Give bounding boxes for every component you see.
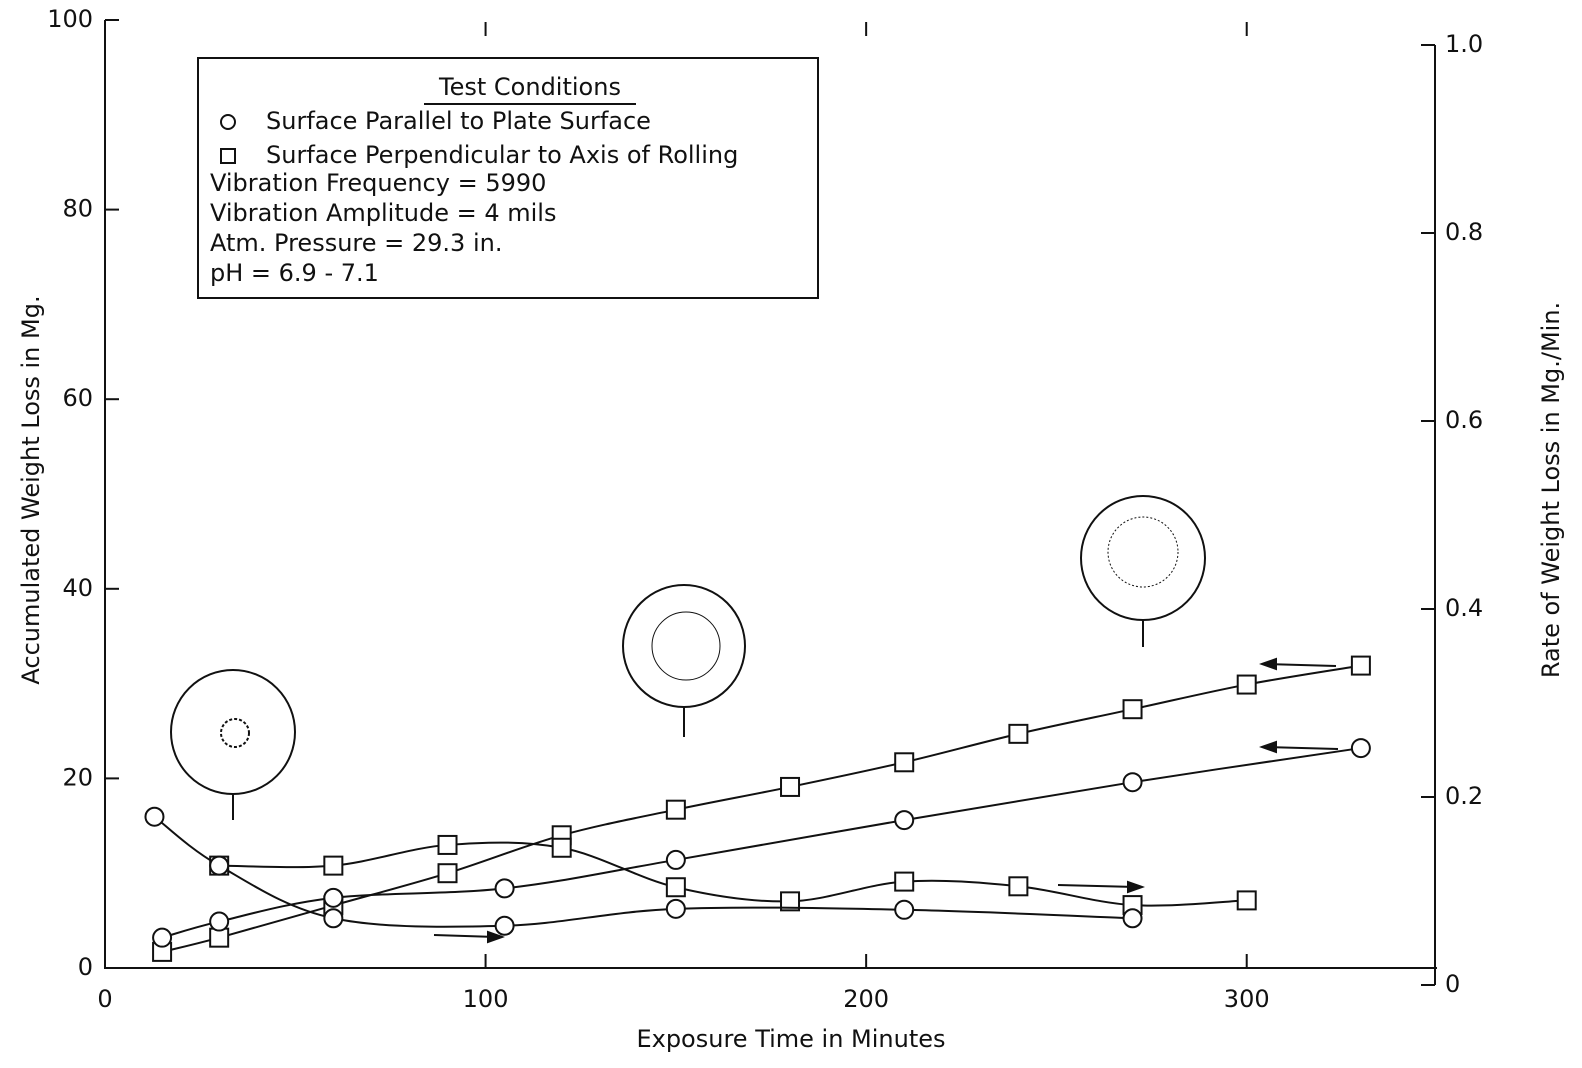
point (437, 834, 458, 855)
point (894, 871, 915, 892)
legend-note: Vibration Frequency = 5990 (210, 169, 546, 197)
point (894, 899, 915, 920)
point (665, 898, 686, 919)
legend-marker (220, 114, 236, 130)
y-tick-label: 40 (62, 574, 93, 602)
x-tick-label: 100 (463, 985, 509, 1013)
point (665, 799, 686, 820)
point (1236, 890, 1257, 911)
y-axis-label: Accumulated Weight Loss in Mg. (17, 295, 45, 684)
y2-axis-label: Rate of Weight Loss in Mg./Min. (1537, 302, 1565, 678)
x-axis-label: Exposure Time in Minutes (636, 1025, 945, 1053)
point (1350, 738, 1371, 759)
point (1122, 772, 1143, 793)
point (1350, 655, 1371, 676)
y-tick-label: 0 (78, 953, 93, 981)
legend-box (197, 57, 819, 299)
point (323, 908, 344, 929)
x-tick-label: 300 (1224, 985, 1270, 1013)
point (1122, 908, 1143, 929)
point (780, 776, 801, 797)
point (665, 877, 686, 898)
point (1236, 674, 1257, 695)
point (323, 887, 344, 908)
legend-title: Test Conditions (438, 73, 621, 101)
y2-tick-label: 0.4 (1445, 594, 1483, 622)
point (144, 806, 165, 827)
series-line (153, 815, 1133, 928)
point (551, 837, 572, 858)
point (494, 878, 515, 899)
specimen-illustrations (170, 495, 1206, 820)
legend-note: Atm. Pressure = 29.3 in. (210, 229, 502, 257)
point (209, 855, 230, 876)
legend-label: Surface Parallel to Plate Surface (266, 107, 651, 135)
legend-marker (220, 148, 236, 164)
legend-note: Vibration Amplitude = 4 mils (210, 199, 556, 227)
arrows (433, 657, 1339, 944)
y2-tick-label: 0.8 (1445, 218, 1483, 246)
point (209, 911, 230, 932)
x-tick-label: 0 (97, 985, 112, 1013)
y-tick-label: 20 (62, 763, 93, 791)
point (437, 863, 458, 884)
legend-label: Surface Perpendicular to Axis of Rolling (266, 141, 738, 169)
y2-tick-label: 0.2 (1445, 782, 1483, 810)
point (1008, 723, 1029, 744)
point (1008, 876, 1029, 897)
y2-tick-label: 0 (1445, 970, 1460, 998)
point (894, 810, 915, 831)
point (323, 855, 344, 876)
y-tick-label: 100 (47, 5, 93, 33)
legend-note: pH = 6.9 - 7.1 (210, 259, 379, 287)
point (152, 927, 173, 948)
point (780, 891, 801, 912)
x-tick-label: 200 (843, 985, 889, 1013)
y2-tick-label: 1.0 (1445, 30, 1483, 58)
y-tick-label: 60 (62, 384, 93, 412)
point (494, 915, 515, 936)
point (1122, 699, 1143, 720)
series-line (219, 841, 1247, 907)
y2-tick-label: 0.6 (1445, 406, 1483, 434)
y-tick-label: 80 (62, 195, 93, 223)
point (665, 849, 686, 870)
point (894, 752, 915, 773)
